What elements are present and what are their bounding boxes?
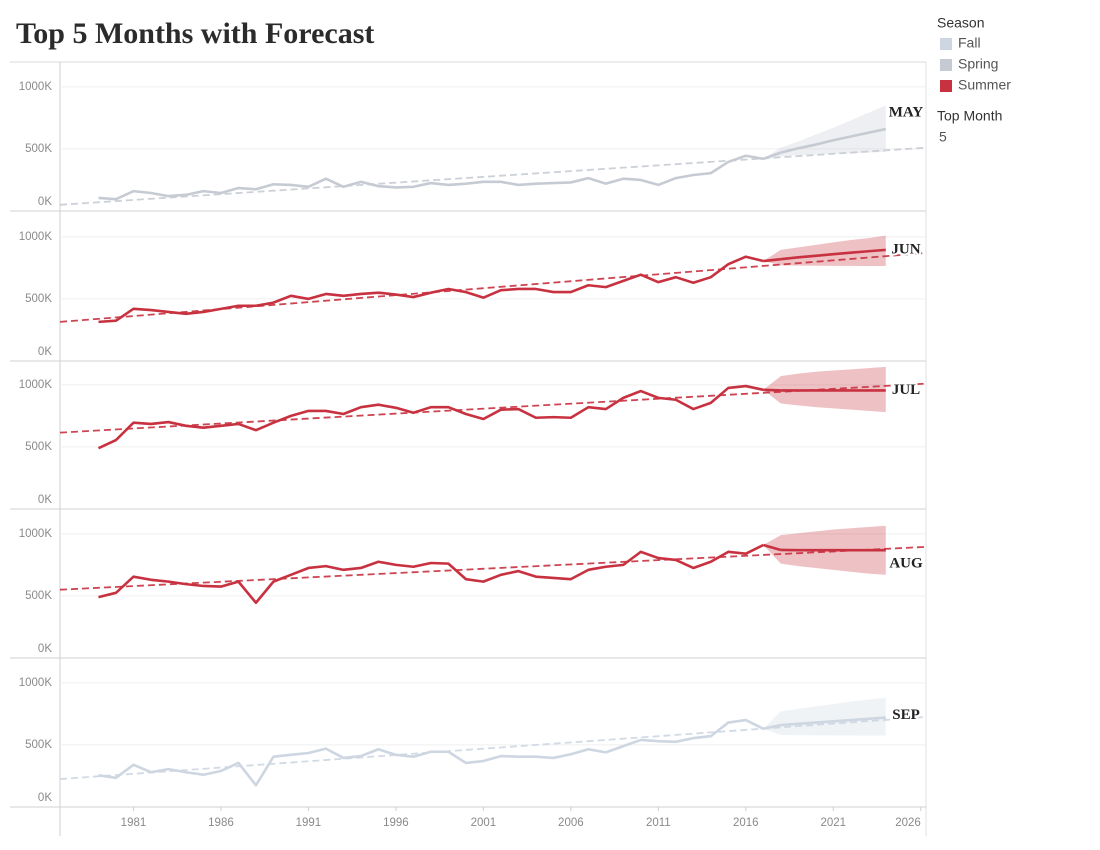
x-tick-label: 2001 — [471, 817, 497, 829]
y-tick-label: 1000K — [19, 677, 53, 689]
month-label: JUL — [892, 382, 920, 398]
x-tick-label: 1991 — [296, 817, 322, 829]
y-tick-label: 500K — [25, 739, 52, 751]
y-tick-label: 0K — [38, 196, 52, 208]
forecast-connector — [762, 151, 782, 161]
trend-line — [59, 545, 927, 591]
actual-line — [98, 718, 764, 787]
x-tick-label: 2026 — [895, 817, 921, 829]
y-tick-label: 0K — [38, 643, 52, 655]
x-tick-label: 1996 — [383, 817, 409, 829]
forecast-line — [780, 248, 886, 261]
y-tick-label: 500K — [25, 143, 52, 155]
trend-line — [59, 252, 927, 323]
legend-label[interactable]: Summer — [958, 77, 1011, 93]
x-tick-label: 1986 — [208, 817, 234, 829]
forecast-connector — [762, 543, 782, 552]
forecast-line — [780, 716, 886, 727]
month-label: MAY — [889, 104, 924, 120]
actual-line — [98, 543, 764, 605]
y-tick-label: 1000K — [19, 528, 53, 540]
y-tick-label: 500K — [25, 293, 52, 305]
x-tick-label: 2011 — [646, 817, 671, 829]
legend-label[interactable]: Fall — [958, 35, 981, 51]
month-label: AUG — [889, 556, 923, 572]
y-tick-label: 500K — [25, 441, 52, 453]
forecast-line — [780, 127, 887, 154]
y-tick-label: 0K — [38, 494, 52, 506]
x-tick-label: 2006 — [558, 817, 584, 829]
legend-swatch[interactable] — [940, 80, 952, 92]
x-tick-label: 1981 — [121, 817, 147, 829]
actual-line — [98, 255, 764, 324]
filter-title: Top Month — [937, 108, 1002, 124]
y-tick-label: 1000K — [19, 231, 53, 243]
y-tick-label: 0K — [38, 792, 52, 804]
dashboard-title: Top 5 Months with Forecast — [16, 17, 374, 50]
y-tick-label: 1000K — [19, 379, 53, 391]
forecast-band — [763, 105, 886, 159]
x-tick-label: 2021 — [820, 817, 846, 829]
x-tick-label: 2016 — [733, 817, 759, 829]
trend-line — [59, 716, 927, 780]
forecast-connector — [763, 257, 781, 263]
forecast-band — [763, 697, 886, 736]
month-label: JUN — [891, 241, 920, 257]
forecast-connector — [763, 388, 781, 392]
actual-line — [97, 384, 764, 450]
trend-line — [59, 382, 927, 434]
y-tick-label: 1000K — [19, 81, 53, 93]
forecast-connector — [763, 723, 782, 731]
actual-line — [98, 154, 764, 201]
legend-label[interactable]: Spring — [958, 56, 998, 72]
legend-swatch[interactable] — [940, 38, 952, 50]
y-tick-label: 500K — [25, 590, 52, 602]
trend-line — [59, 146, 927, 206]
y-tick-label: 0K — [38, 346, 52, 358]
filter-value[interactable]: 5 — [939, 129, 947, 145]
legend-swatch[interactable] — [940, 59, 952, 71]
legend-title: Season — [937, 15, 984, 31]
month-label: SEP — [892, 707, 920, 723]
